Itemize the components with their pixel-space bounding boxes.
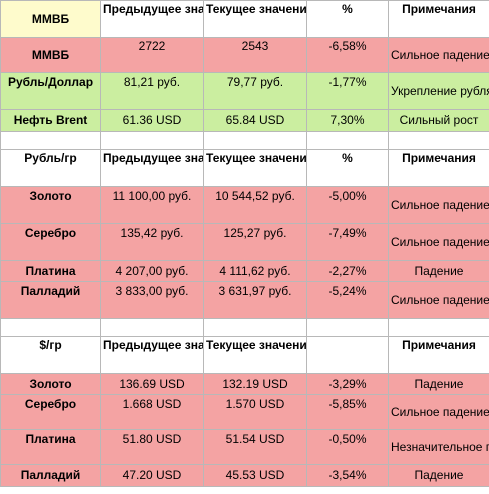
column-header-pct[interactable] [306, 336, 389, 374]
note-cell[interactable]: Падение [388, 260, 489, 282]
column-header-pct[interactable]: % [306, 149, 389, 187]
prev-value-cell[interactable]: 11 100,00 руб. [100, 186, 204, 224]
column-header-pct[interactable]: % [306, 0, 389, 38]
note-cell[interactable]: Сильное падение [388, 223, 489, 261]
prev-value-cell[interactable]: 135,42 руб. [100, 223, 204, 261]
curr-value-cell[interactable]: 65.84 USD [203, 109, 307, 132]
curr-value-cell[interactable]: 79,77 руб. [203, 72, 307, 110]
table-row: Палладий 47.20 USD 45.53 USD -3,54% Паде… [0, 464, 489, 487]
note-cell[interactable]: Укрепление рубля [388, 72, 489, 110]
curr-value-cell[interactable]: 132.19 USD [203, 373, 307, 395]
row-label[interactable]: Серебро [0, 394, 101, 430]
table1-header-row: Предыдущее значение Текущее значение % П… [0, 0, 489, 38]
row-label[interactable]: Палладий [0, 464, 101, 487]
prev-value-cell[interactable]: 51.80 USD [100, 429, 204, 465]
table3-header-row: $/гр Предыдущее значение Текущее значени… [0, 336, 489, 374]
table-row: ММВБ 2722 2543 -6,58% Сильное падение [0, 37, 489, 73]
curr-value-cell[interactable]: 2543 [203, 37, 307, 73]
pct-cell[interactable]: -3,54% [306, 464, 389, 487]
section-label[interactable]: Рубль/гр [0, 149, 101, 187]
prev-value-cell[interactable]: 136.69 USD [100, 373, 204, 395]
curr-value-cell[interactable]: 3 631,97 руб. [203, 281, 307, 319]
column-header-prev[interactable]: Предыдущее значение [100, 336, 204, 374]
prev-value-cell[interactable]: 81,21 руб. [100, 72, 204, 110]
table-row: Серебро 1.668 USD 1.570 USD -5,85% Сильн… [0, 394, 489, 430]
table-row: Серебро 135,42 руб. 125,27 руб. -7,49% С… [0, 223, 489, 261]
table-row: Нефть Brent 61.36 USD 65.84 USD 7,30% Си… [0, 109, 489, 132]
note-cell[interactable]: Сильное падение [388, 37, 489, 73]
column-header-prev[interactable]: Предыдущее значение [100, 0, 204, 38]
prev-value-cell[interactable]: 61.36 USD [100, 109, 204, 132]
pct-cell[interactable]: -2,27% [306, 260, 389, 282]
note-cell[interactable]: Незначительное падение [388, 429, 489, 465]
curr-value-cell[interactable]: 4 111,62 руб. [203, 260, 307, 282]
note-cell[interactable]: Сильное падение [388, 281, 489, 319]
column-header-note[interactable]: Примечания [388, 149, 489, 187]
table-row: Платина 4 207,00 руб. 4 111,62 руб. -2,2… [0, 260, 489, 282]
table-row: Золото 136.69 USD 132.19 USD -3,29% Паде… [0, 373, 489, 395]
row-label[interactable]: Серебро [0, 223, 101, 261]
prev-value-cell[interactable]: 1.668 USD [100, 394, 204, 430]
column-header-note[interactable]: Примечания [388, 336, 489, 374]
row-label[interactable]: Платина [0, 260, 101, 282]
pct-cell[interactable]: -5,00% [306, 186, 389, 224]
table2-header-row: Рубль/гр Предыдущее значение Текущее зна… [0, 149, 489, 187]
column-header-curr[interactable]: Текущее значение [203, 149, 307, 187]
curr-value-cell[interactable]: 45.53 USD [203, 464, 307, 487]
table1-corner-cell[interactable] [0, 0, 101, 38]
column-header-curr[interactable]: Текущее значение [203, 0, 307, 38]
curr-value-cell[interactable]: 125,27 руб. [203, 223, 307, 261]
note-cell[interactable]: Сильное падение [388, 394, 489, 430]
spacer-row [0, 131, 489, 150]
pct-cell[interactable]: -5,24% [306, 281, 389, 319]
pct-cell[interactable]: -1,77% [306, 72, 389, 110]
table-row: Золото 11 100,00 руб. 10 544,52 руб. -5,… [0, 186, 489, 224]
column-header-note[interactable]: Примечания [388, 0, 489, 38]
row-label[interactable]: Нефть Brent [0, 109, 101, 132]
row-label[interactable]: Золото [0, 186, 101, 224]
note-cell[interactable]: Сильный рост [388, 109, 489, 132]
prev-value-cell[interactable]: 3 833,00 руб. [100, 281, 204, 319]
prev-value-cell[interactable]: 4 207,00 руб. [100, 260, 204, 282]
pct-cell[interactable]: -6,58% [306, 37, 389, 73]
pct-cell[interactable]: -5,85% [306, 394, 389, 430]
note-cell[interactable]: Падение [388, 464, 489, 487]
curr-value-cell[interactable]: 51.54 USD [203, 429, 307, 465]
row-label[interactable]: Платина [0, 429, 101, 465]
pct-cell[interactable]: 7,30% [306, 109, 389, 132]
table-row: Рубль/Доллар 81,21 руб. 79,77 руб. -1,77… [0, 72, 489, 110]
row-label[interactable]: Палладий [0, 281, 101, 319]
curr-value-cell[interactable]: 10 544,52 руб. [203, 186, 307, 224]
spacer-row [0, 318, 489, 337]
note-cell[interactable]: Падение [388, 373, 489, 395]
row-label[interactable]: ММВБ [0, 37, 101, 73]
pct-cell[interactable]: -3,29% [306, 373, 389, 395]
pct-cell[interactable]: -7,49% [306, 223, 389, 261]
note-cell[interactable]: Сильное падение [388, 186, 489, 224]
row-label[interactable]: Золото [0, 373, 101, 395]
prev-value-cell[interactable]: 47.20 USD [100, 464, 204, 487]
column-header-curr[interactable]: Текущее значение [203, 336, 307, 374]
curr-value-cell[interactable]: 1.570 USD [203, 394, 307, 430]
row-label[interactable]: Рубль/Доллар [0, 72, 101, 110]
column-header-prev[interactable]: Предыдущее значение [100, 149, 204, 187]
table-row: Платина 51.80 USD 51.54 USD -0,50% Незна… [0, 429, 489, 465]
section-label[interactable]: $/гр [0, 336, 101, 374]
prev-value-cell[interactable]: 2722 [100, 37, 204, 73]
pct-cell[interactable]: -0,50% [306, 429, 389, 465]
table-row: Палладий 3 833,00 руб. 3 631,97 руб. -5,… [0, 281, 489, 319]
